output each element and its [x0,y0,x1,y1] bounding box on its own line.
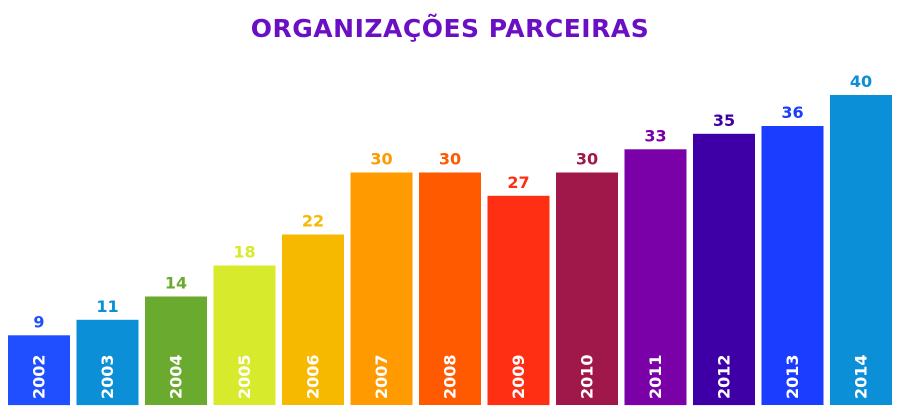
bar-2012 [693,133,755,406]
year-labels-group: 2002 2003 2004 2005 2006 2007 2008 2009 2010 2011… [30,354,871,399]
value-label-2005: 18 [233,243,255,262]
category-label-2003: 2003 [98,354,117,399]
value-label-2006: 22 [302,212,324,231]
bar-2006 [282,234,344,405]
value-label-2013: 36 [781,103,803,122]
bar-2008 [419,172,481,405]
bar-2003 [76,319,139,406]
value-label-2012: 35 [713,111,735,130]
value-label-2010: 30 [576,150,598,169]
bar-2002 [8,335,70,406]
value-label-2009: 27 [507,173,529,192]
category-label-2013: 2013 [783,354,802,399]
chart-title: ORGANIZAÇÕES PARCEIRAS [250,14,650,43]
category-label-2004: 2004 [167,354,186,399]
bar-2014 [830,95,892,405]
value-label-2007: 30 [370,150,392,169]
value-labels-group: 9 11 14 18 22 30 30 27 30 33 35 36 40 [33,72,872,331]
category-label-2005: 2005 [235,354,254,399]
value-label-2014: 40 [850,72,872,91]
bar-2013 [761,126,824,405]
bar-2007 [350,172,413,405]
value-label-2004: 14 [165,274,187,293]
value-label-2003: 11 [96,297,118,316]
category-label-2009: 2009 [509,354,528,399]
category-label-2007: 2007 [372,354,391,399]
bar-2004 [145,296,207,405]
bar-2005 [213,265,276,405]
bar-2010 [556,172,618,405]
value-label-2002: 9 [33,312,44,331]
category-label-2006: 2006 [304,354,323,399]
bar-2011 [624,149,687,406]
category-label-2014: 2014 [852,354,871,399]
category-label-2012: 2012 [715,354,734,399]
category-label-2011: 2011 [646,354,665,399]
category-label-2002: 2002 [30,354,49,399]
bars-group [8,95,892,406]
bar-2009 [487,195,550,406]
category-label-2008: 2008 [441,354,460,399]
value-label-2011: 33 [644,126,666,145]
category-label-2010: 2010 [578,354,597,399]
value-label-2008: 30 [439,150,461,169]
